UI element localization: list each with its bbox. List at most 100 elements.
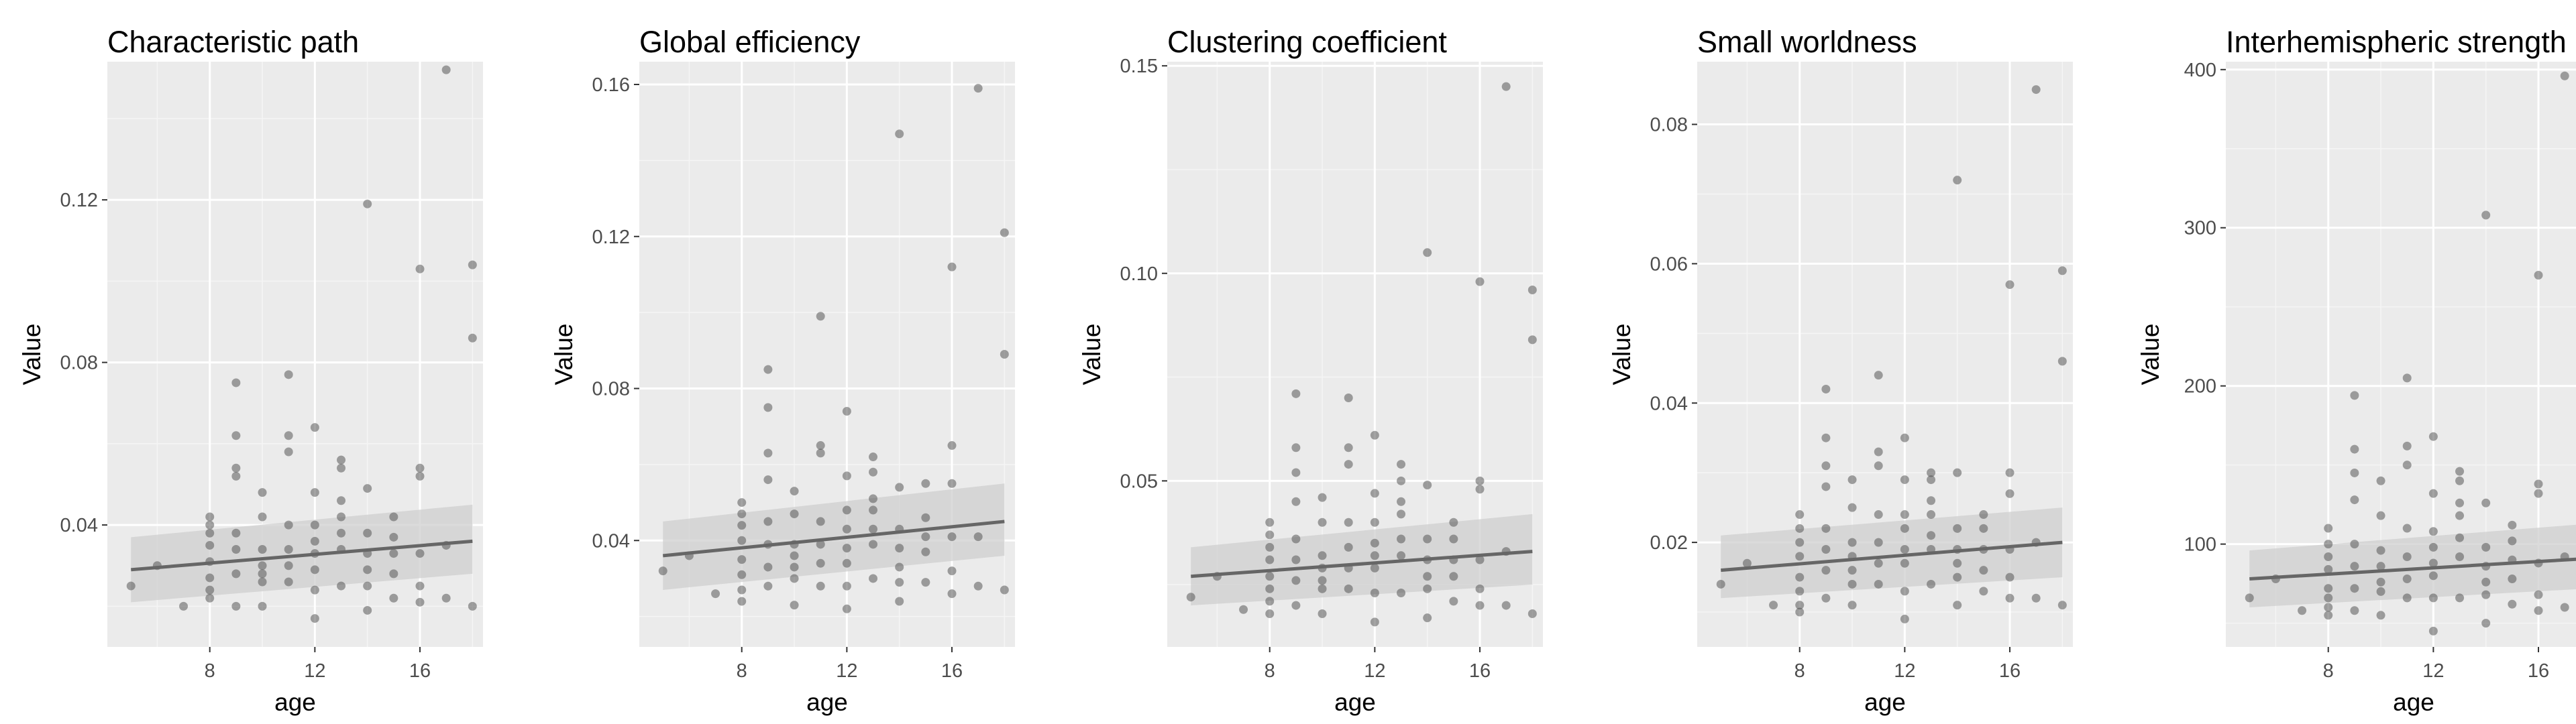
data-point (2324, 524, 2333, 533)
y-tick-label: 0.04 (592, 530, 630, 552)
data-point (2350, 540, 2359, 549)
data-point (1397, 589, 1406, 598)
data-point (2428, 571, 2438, 581)
data-point (895, 483, 904, 492)
data-point (2057, 601, 2067, 610)
chart-panel-2: 8 12 16 0.04 0.08 0.12 0.16 Global efficiency ag… (550, 25, 1015, 716)
data-point (2428, 542, 2438, 552)
x-tick-label: 12 (304, 660, 325, 682)
x-tick-label: 16 (1469, 660, 1491, 682)
y-tick-label: 0.15 (1120, 56, 1158, 77)
data-point (1000, 228, 1009, 237)
data-point (205, 585, 215, 595)
data-point (2455, 552, 2465, 562)
data-point (205, 512, 215, 522)
data-point (790, 574, 799, 583)
data-point (1874, 579, 1883, 589)
chart-panel-5: 8 12 16 100 200 300 400 Interhemispheric streng… (2137, 25, 2576, 716)
data-point (2376, 611, 2385, 620)
data-point (389, 593, 398, 603)
data-point (1370, 589, 1379, 598)
data-point (1397, 476, 1406, 485)
data-point (231, 463, 241, 473)
data-point (337, 496, 346, 505)
data-point (816, 448, 825, 458)
y-tick-label: 0.05 (1120, 471, 1158, 492)
data-point (258, 545, 267, 554)
y-axis-title: Value (1608, 324, 1635, 385)
data-point (1821, 461, 1831, 471)
y-axis-title: Value (18, 324, 46, 385)
data-point (921, 479, 930, 488)
data-point (790, 562, 799, 572)
data-point (389, 512, 398, 522)
data-point (2298, 606, 2307, 615)
data-point (1874, 371, 1883, 380)
data-point (1318, 584, 1327, 593)
data-point (415, 264, 425, 274)
data-point (310, 423, 319, 432)
trend-line (131, 539, 473, 572)
data-point (179, 601, 189, 611)
data-point (2481, 498, 2491, 507)
data-point (790, 487, 799, 496)
data-point (2402, 441, 2412, 450)
data-point (842, 544, 851, 553)
data-point (284, 431, 293, 440)
data-point (1344, 460, 1353, 469)
data-point (816, 312, 825, 321)
y-tick-label: 0.08 (592, 379, 630, 400)
data-point (258, 601, 267, 611)
chart-title: Clustering coefficient (1167, 25, 1447, 59)
data-point (231, 569, 241, 579)
data-point (415, 581, 425, 591)
data-point (284, 577, 293, 587)
data-point (1344, 542, 1353, 552)
data-point (2402, 552, 2412, 562)
data-point (205, 528, 215, 538)
data-point (947, 441, 957, 450)
confidence-band (131, 504, 473, 603)
data-point (2005, 468, 2015, 477)
data-point (2428, 593, 2438, 603)
data-point (658, 566, 667, 576)
x-tick-label: 16 (2528, 660, 2549, 682)
data-point (842, 604, 851, 613)
data-point (2057, 266, 2067, 276)
data-point (231, 528, 241, 538)
data-point (1370, 538, 1379, 548)
data-point (1423, 613, 1432, 623)
data-point (2376, 546, 2385, 555)
data-point (1370, 430, 1379, 440)
data-point (284, 520, 293, 530)
data-point (2350, 468, 2359, 477)
data-point (1874, 447, 1883, 457)
data-point (790, 509, 799, 519)
y-axis-title: Value (2137, 324, 2164, 385)
data-point (737, 509, 747, 519)
data-point (947, 479, 957, 488)
data-point (1900, 614, 1909, 623)
data-point (2350, 562, 2359, 571)
data-point (947, 532, 957, 542)
confidence-band (1721, 507, 2063, 599)
data-point (921, 513, 930, 522)
y-tick-label: 0.04 (60, 515, 98, 536)
y-tick-label: 300 (2184, 218, 2216, 239)
data-point (763, 403, 773, 412)
data-point (1000, 585, 1009, 595)
data-point (1821, 524, 1831, 533)
data-point (1475, 485, 1485, 494)
data-point (1475, 277, 1485, 286)
data-point (1423, 572, 1432, 581)
data-point (363, 581, 372, 591)
data-point (816, 581, 825, 591)
data-point (1318, 551, 1327, 560)
data-point (973, 84, 983, 93)
trend-line (1191, 550, 1533, 579)
data-point (415, 463, 425, 473)
x-tick-label: 8 (205, 660, 215, 682)
data-point (842, 505, 851, 515)
data-point (2428, 432, 2438, 441)
data-point (2428, 489, 2438, 498)
